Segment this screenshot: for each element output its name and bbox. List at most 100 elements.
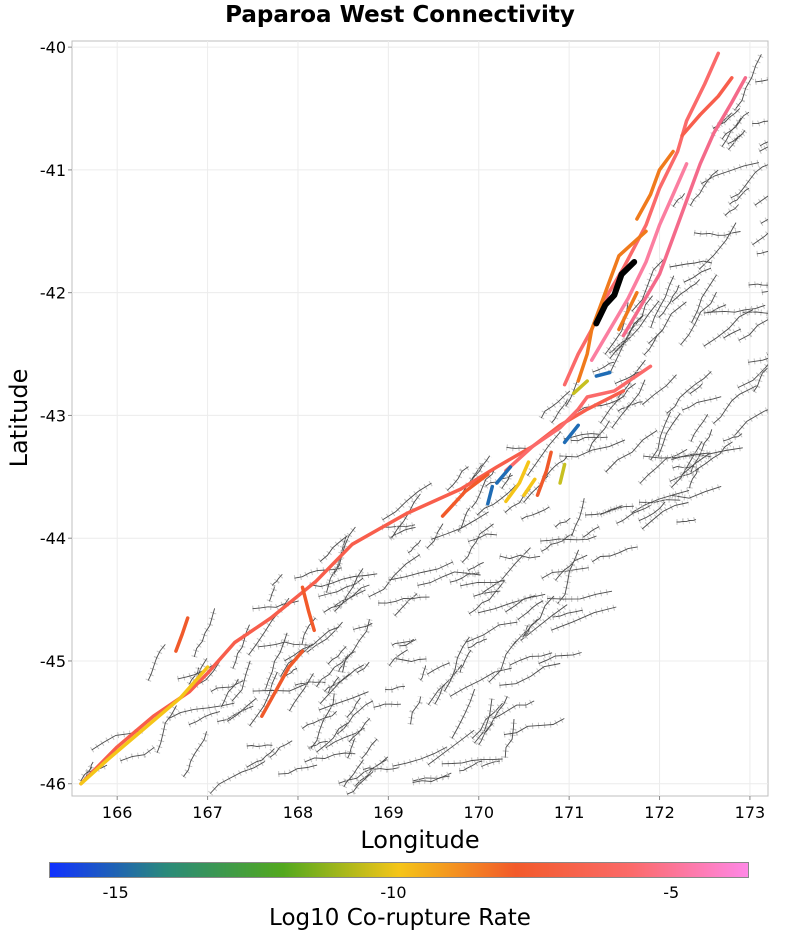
background-fault (451, 689, 476, 739)
background-fault (585, 505, 634, 516)
background-fault (538, 652, 582, 665)
background-fault (318, 577, 364, 597)
background-fault (724, 204, 739, 216)
background-fault (599, 505, 623, 516)
background-fault (676, 519, 697, 523)
background-fault (246, 748, 275, 768)
background-fault (733, 409, 768, 437)
y-axis-ticks: -40 -41 -42 -43 -44 -45 -46 (40, 38, 72, 794)
background-fault (319, 535, 348, 562)
background-fault (631, 258, 665, 312)
background-fault (323, 584, 370, 613)
x-tick-label: 171 (554, 803, 585, 822)
background-fault (220, 678, 239, 708)
background-fault (156, 705, 177, 753)
background-fault (471, 455, 491, 481)
corupture-fault-8 (504, 460, 531, 504)
background-fault (672, 193, 685, 207)
paparoa-west-fault (593, 259, 638, 327)
background-fault (671, 452, 710, 461)
background-fault (209, 761, 266, 794)
background-fault (318, 691, 369, 711)
plot-area (71, 40, 769, 797)
background-fault (698, 222, 737, 270)
background-fault (183, 731, 208, 777)
background-fault (385, 685, 406, 691)
corupture-fault-4 (260, 649, 305, 718)
y-tick-label: -41 (40, 161, 66, 180)
background-fault (484, 696, 508, 734)
background-fault (269, 740, 293, 758)
background-fault (294, 681, 326, 686)
colored-fault-traces (79, 51, 748, 786)
colorbar-tick-label: -15 (102, 883, 129, 902)
background-fault (723, 328, 742, 339)
background-fault (689, 169, 719, 206)
background-fault (690, 441, 733, 474)
background-fault-network (78, 52, 768, 796)
background-fault (727, 133, 744, 145)
background-fault (730, 164, 768, 199)
background-fault (504, 718, 515, 758)
background-fault (477, 593, 546, 614)
background-fault (467, 638, 488, 649)
background-fault (278, 764, 318, 775)
background-fault (521, 506, 550, 520)
background-fault (551, 398, 569, 424)
background-fault (289, 673, 314, 712)
background-fault (467, 561, 484, 571)
background-fault (327, 676, 340, 694)
x-tick-label: 168 (283, 803, 314, 822)
background-fault-ladder (765, 351, 768, 357)
background-fault (505, 595, 536, 613)
background-fault (407, 539, 421, 554)
background-fault (373, 703, 401, 708)
background-fault (670, 441, 703, 488)
corupture-fault-2 (504, 364, 653, 473)
background-fault (195, 661, 221, 686)
background-fault (231, 660, 251, 702)
background-fault (499, 554, 541, 560)
background-fault (471, 466, 496, 508)
background-fault (294, 567, 342, 579)
x-tick-label: 167 (192, 803, 223, 822)
background-fault (188, 711, 221, 726)
background-fault (246, 744, 273, 747)
background-fault (571, 498, 585, 537)
background-fault (392, 746, 448, 767)
background-fault (232, 624, 250, 669)
corupture-fault-15 (571, 379, 589, 396)
background-fault (268, 585, 276, 602)
background-fault (481, 760, 501, 768)
background-fault (648, 301, 687, 344)
background-fault (592, 546, 638, 563)
background-fault (80, 766, 93, 782)
background-fault (543, 456, 568, 479)
background-fault (756, 250, 768, 255)
background-fault (703, 309, 754, 347)
background-fault (188, 667, 200, 685)
background-fault (738, 319, 768, 341)
x-tick-label: 169 (373, 803, 404, 822)
background-fault (309, 573, 378, 587)
background-fault (551, 606, 617, 631)
background-fault (701, 162, 759, 185)
background-fault (742, 311, 768, 314)
background-fault (410, 696, 422, 725)
background-fault (754, 195, 768, 206)
background-fault (729, 187, 750, 205)
background-fault (517, 600, 544, 620)
background-fault (555, 554, 588, 581)
corupture-fault-6 (174, 616, 190, 653)
corupture-fault-14 (594, 370, 612, 378)
background-fault (577, 395, 625, 412)
background-fault (609, 316, 642, 359)
background-fault (683, 267, 712, 283)
background-fault (689, 470, 698, 489)
background-fault (609, 337, 631, 354)
corupture-fault-16 (562, 51, 721, 387)
background-fault (666, 371, 712, 414)
y-tick-label: -46 (40, 775, 66, 794)
background-fault (641, 502, 689, 530)
